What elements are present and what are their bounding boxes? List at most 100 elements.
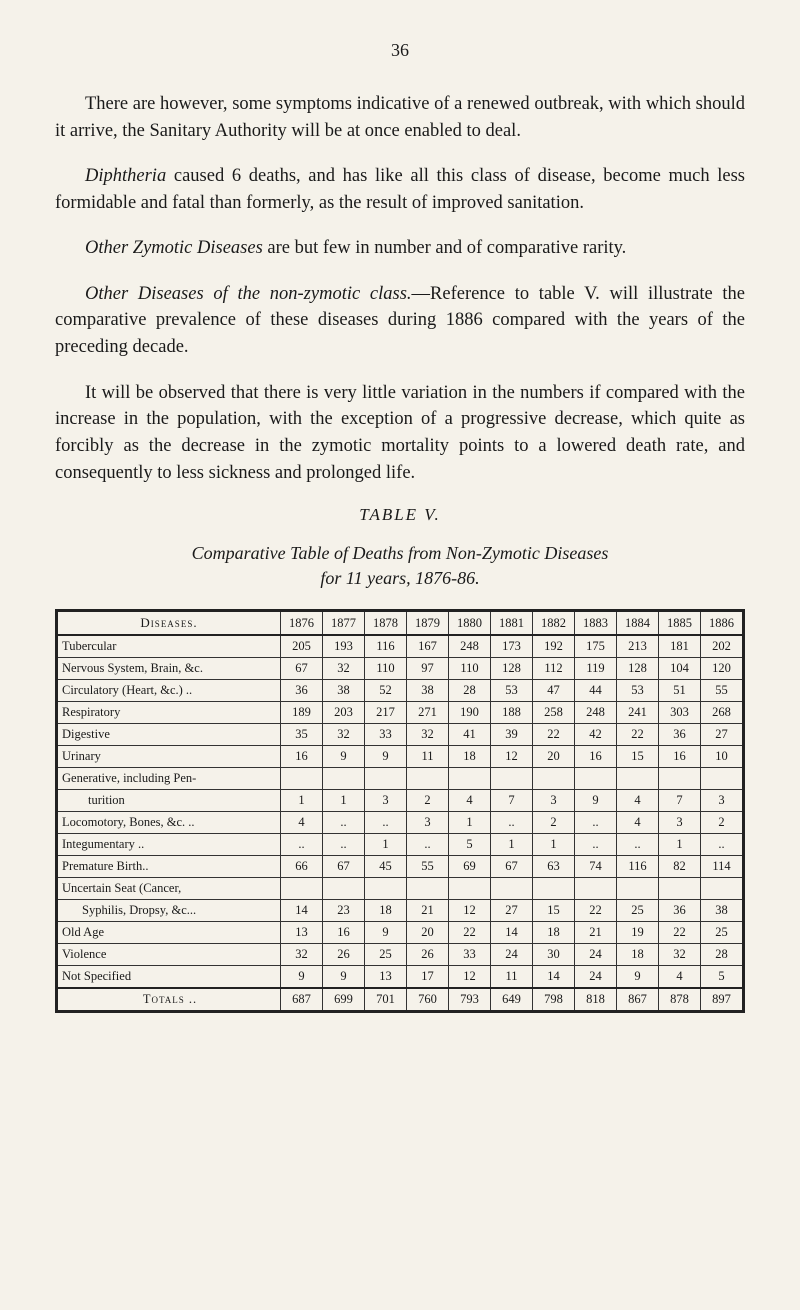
disease-name-cell: Tubercular (57, 635, 281, 658)
table-header-row: Diseases. 1876 1877 1878 1879 1880 1881 … (57, 611, 744, 636)
value-cell: 22 (617, 724, 659, 746)
value-cell: 22 (659, 922, 701, 944)
totals-value-cell: 818 (575, 988, 617, 1012)
value-cell: 44 (575, 680, 617, 702)
value-cell (407, 768, 449, 790)
value-cell: 181 (659, 635, 701, 658)
year-header: 1884 (617, 611, 659, 636)
disease-name-cell: Respiratory (57, 702, 281, 724)
year-header: 1885 (659, 611, 701, 636)
table-row: Generative, including Pen- (57, 768, 744, 790)
value-cell: 128 (491, 658, 533, 680)
value-cell: 205 (281, 635, 323, 658)
value-cell: 188 (491, 702, 533, 724)
value-cell: 12 (491, 746, 533, 768)
value-cell: 36 (659, 900, 701, 922)
value-cell: 13 (281, 922, 323, 944)
value-cell (617, 878, 659, 900)
value-cell: .. (281, 834, 323, 856)
paragraph-3-rest: are but few in number and of comparative… (263, 238, 627, 258)
value-cell: 5 (449, 834, 491, 856)
zymotic-term: Other Zymotic Diseases (85, 238, 263, 258)
value-cell (365, 768, 407, 790)
value-cell (575, 878, 617, 900)
value-cell: 25 (617, 900, 659, 922)
value-cell: 32 (659, 944, 701, 966)
table-head: Diseases. 1876 1877 1878 1879 1880 1881 … (57, 611, 744, 636)
value-cell: 66 (281, 856, 323, 878)
value-cell: 22 (449, 922, 491, 944)
value-cell: 1 (365, 834, 407, 856)
totals-value-cell: 649 (491, 988, 533, 1012)
value-cell: 4 (617, 790, 659, 812)
value-cell: 2 (701, 812, 744, 834)
value-cell: 9 (281, 966, 323, 989)
value-cell: .. (323, 812, 365, 834)
value-cell: 14 (281, 900, 323, 922)
value-cell: 32 (323, 724, 365, 746)
value-cell (407, 878, 449, 900)
table-row: Old Age131692022141821192225 (57, 922, 744, 944)
value-cell: 20 (533, 746, 575, 768)
year-header: 1877 (323, 611, 365, 636)
value-cell: 110 (449, 658, 491, 680)
value-cell: 16 (575, 746, 617, 768)
value-cell: 38 (407, 680, 449, 702)
value-cell: 4 (659, 966, 701, 989)
value-cell (323, 768, 365, 790)
value-cell: 119 (575, 658, 617, 680)
value-cell: 175 (575, 635, 617, 658)
value-cell: 27 (701, 724, 744, 746)
disease-name-cell: Uncertain Seat (Cancer, (57, 878, 281, 900)
value-cell: 67 (281, 658, 323, 680)
value-cell: 42 (575, 724, 617, 746)
value-cell: 22 (533, 724, 575, 746)
value-cell: 18 (617, 944, 659, 966)
value-cell: 112 (533, 658, 575, 680)
value-cell: .. (701, 834, 744, 856)
value-cell: 15 (617, 746, 659, 768)
value-cell: 23 (323, 900, 365, 922)
value-cell: 1 (659, 834, 701, 856)
value-cell: 203 (323, 702, 365, 724)
value-cell: 14 (491, 922, 533, 944)
disease-name-cell: Locomotory, Bones, &c. .. (57, 812, 281, 834)
value-cell: 32 (407, 724, 449, 746)
value-cell: 33 (449, 944, 491, 966)
value-cell: 13 (365, 966, 407, 989)
value-cell: 1 (281, 790, 323, 812)
table-row: Locomotory, Bones, &c. ..4....31..2..432 (57, 812, 744, 834)
value-cell: 21 (575, 922, 617, 944)
table-row: Premature Birth..66674555696763741168211… (57, 856, 744, 878)
value-cell (491, 878, 533, 900)
table-row: Digestive3532333241392242223627 (57, 724, 744, 746)
value-cell (701, 878, 744, 900)
other-diseases-term: Other Diseases of the non-zymotic class. (85, 284, 412, 304)
value-cell: 12 (449, 966, 491, 989)
value-cell: 3 (701, 790, 744, 812)
value-cell: 116 (617, 856, 659, 878)
value-cell: .. (323, 834, 365, 856)
value-cell (701, 768, 744, 790)
value-cell: 55 (701, 680, 744, 702)
table-title-line2: for 11 years, 1876-86. (320, 568, 479, 588)
totals-value-cell: 867 (617, 988, 659, 1012)
table-row: Urinary16991118122016151610 (57, 746, 744, 768)
value-cell: 19 (617, 922, 659, 944)
value-cell: 33 (365, 724, 407, 746)
table-title: Comparative Table of Deaths from Non-Zym… (55, 541, 745, 591)
totals-label: Totals .. (57, 988, 281, 1012)
value-cell (323, 878, 365, 900)
diphtheria-term: Diphtheria (85, 166, 166, 186)
value-cell: 9 (365, 922, 407, 944)
value-cell: .. (575, 812, 617, 834)
value-cell: 9 (365, 746, 407, 768)
value-cell: 9 (323, 746, 365, 768)
value-cell: 1 (449, 812, 491, 834)
value-cell: 82 (659, 856, 701, 878)
value-cell: 12 (449, 900, 491, 922)
value-cell: 55 (407, 856, 449, 878)
value-cell: 3 (659, 812, 701, 834)
value-cell: 25 (701, 922, 744, 944)
value-cell: 20 (407, 922, 449, 944)
